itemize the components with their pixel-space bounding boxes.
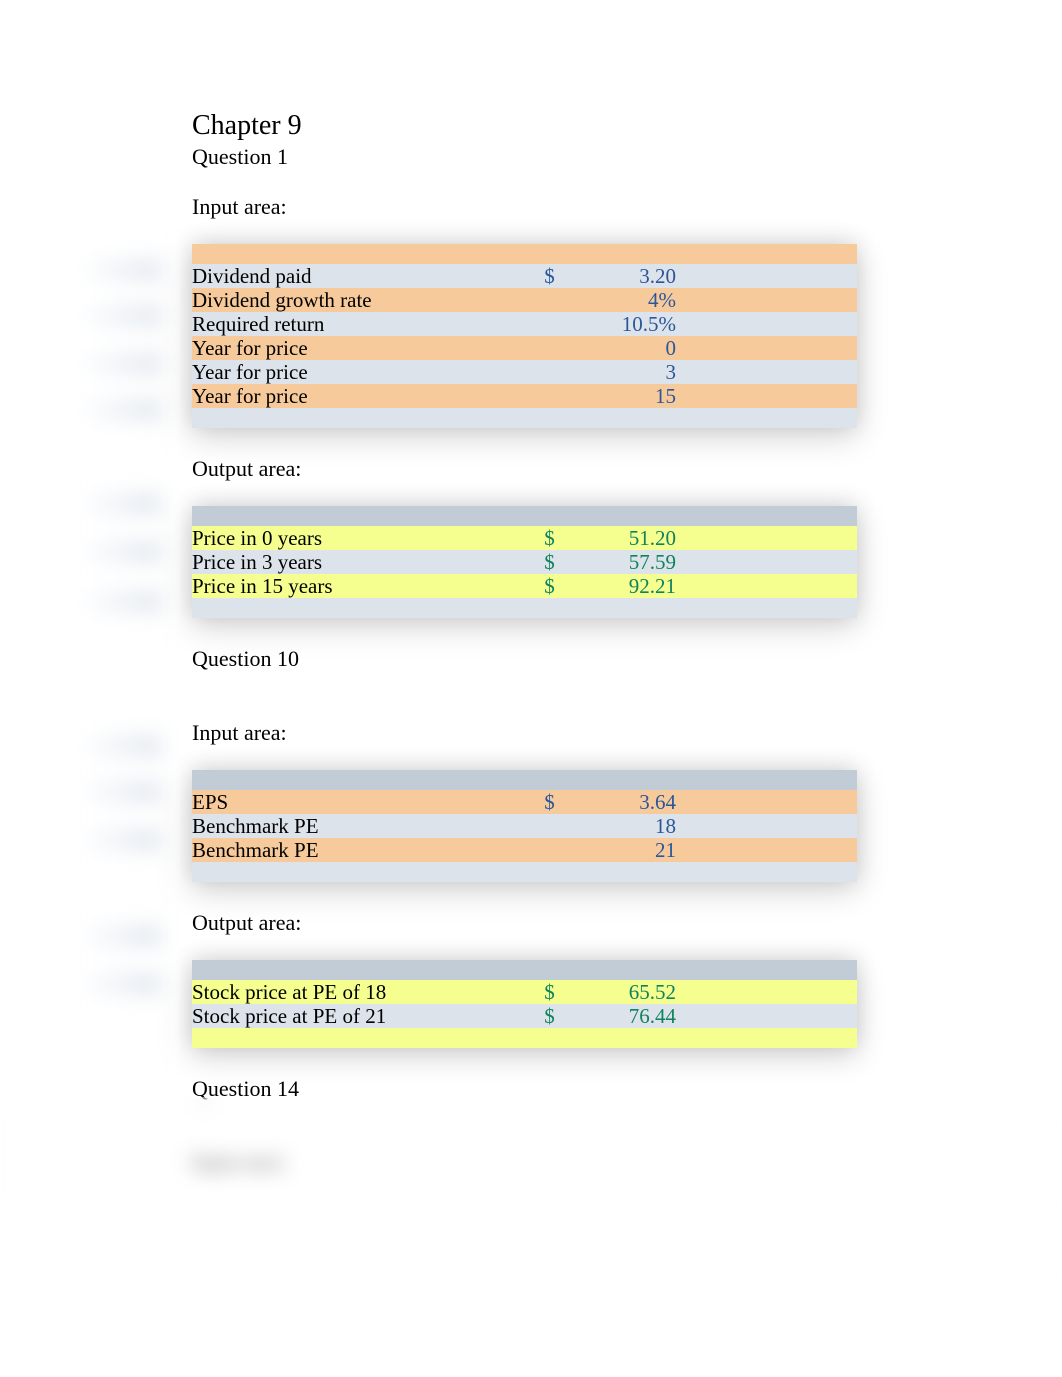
left-stub — [82, 734, 160, 780]
row-label: Required return — [192, 312, 537, 337]
left-stub — [82, 828, 160, 874]
table-blank-row — [192, 506, 857, 526]
row-label: Benchmark PE — [192, 838, 537, 863]
left-stub — [82, 780, 160, 826]
stub-rect — [82, 780, 160, 804]
row-value: 18 — [562, 814, 682, 839]
row-value: 0 — [562, 336, 682, 361]
q1-input-table: Dividend paid$3.20Dividend growth rate4%… — [192, 244, 857, 428]
row-value: 3 — [562, 360, 682, 385]
row-label: Price in 15 years — [192, 574, 537, 599]
table-blank-row — [192, 960, 857, 980]
stub-rect — [82, 352, 160, 376]
table-row: Price in 3 years$57.59 — [192, 550, 857, 574]
stub-rect — [82, 972, 160, 996]
left-stub — [82, 492, 160, 538]
row-label: Year for price — [192, 336, 537, 361]
output-area-label-1: Output area: — [192, 456, 830, 482]
table-row: Required return 10.5% — [192, 312, 857, 336]
row-value: 65.52 — [562, 980, 682, 1005]
row-label: Benchmark PE — [192, 814, 537, 839]
table-row: Dividend paid$3.20 — [192, 264, 857, 288]
table-row: Price in 15 years$92.21 — [192, 574, 857, 598]
row-value: 57.59 — [562, 550, 682, 575]
stub-rect — [82, 398, 160, 422]
table-blank-row — [192, 1028, 857, 1048]
left-stub — [82, 398, 160, 444]
row-value: 10.5% — [562, 312, 682, 337]
stub-rect — [82, 734, 160, 758]
left-stub — [82, 924, 160, 970]
question-10-title: Question 10 — [192, 646, 830, 672]
row-label: Year for price — [192, 360, 537, 385]
stub-rect — [82, 492, 160, 516]
table-blank-row — [192, 862, 857, 882]
row-value: 51.20 — [562, 526, 682, 551]
q10-input-table: EPS$3.64Benchmark PE18Benchmark PE21 — [192, 770, 857, 882]
row-currency: $ — [537, 550, 562, 575]
row-label: Stock price at PE of 18 — [192, 980, 537, 1005]
row-currency: $ — [537, 790, 562, 815]
stub-rect — [82, 258, 160, 282]
table-row: Year for price 15 — [192, 384, 857, 408]
stub-rect — [82, 924, 160, 948]
left-stub — [82, 352, 160, 398]
left-stub — [82, 304, 160, 350]
row-value: 76.44 — [562, 1004, 682, 1029]
row-value: 21 — [562, 838, 682, 863]
stub-rect — [82, 590, 160, 614]
question-1-title: Question 1 — [192, 144, 830, 170]
row-currency: $ — [537, 264, 562, 289]
input-area-label-1: Input area: — [192, 194, 830, 220]
left-stub — [82, 590, 160, 636]
table-row: Benchmark PE 21 — [192, 838, 857, 862]
row-label: Stock price at PE of 21 — [192, 1004, 537, 1029]
row-value: 4% — [562, 288, 682, 313]
q1-output-table: Price in 0 years$51.20Price in 3 years$5… — [192, 506, 857, 618]
row-currency: $ — [537, 526, 562, 551]
chapter-title: Chapter 9 — [192, 110, 830, 142]
row-currency: $ — [537, 980, 562, 1005]
left-stub — [82, 540, 160, 586]
stub-rect — [82, 304, 160, 328]
question-14-title: Question 14 — [192, 1076, 830, 1102]
q10-output-table: Stock price at PE of 18$65.52Stock price… — [192, 960, 857, 1048]
row-label: Year for price — [192, 384, 537, 409]
row-currency: $ — [537, 1004, 562, 1029]
table-row: Year for price 3 — [192, 360, 857, 384]
output-area-label-2: Output area: — [192, 910, 830, 936]
input-area-label-2: Input area: — [192, 720, 830, 746]
table-blank-row — [192, 408, 857, 428]
table-row: Price in 0 years$51.20 — [192, 526, 857, 550]
table-blank-row — [192, 244, 857, 264]
left-stub — [82, 258, 160, 304]
left-stub — [82, 972, 160, 1018]
table-row: Dividend growth rate 4% — [192, 288, 857, 312]
table-blank-row — [192, 598, 857, 618]
row-label: Price in 0 years — [192, 526, 537, 551]
stub-rect — [82, 828, 160, 852]
table-row: Stock price at PE of 21$76.44 — [192, 1004, 857, 1028]
table-row: EPS$3.64 — [192, 790, 857, 814]
row-value: 3.64 — [562, 790, 682, 815]
input-area-label-3: Input area: — [192, 1150, 830, 1176]
row-label: Dividend paid — [192, 264, 537, 289]
stub-rect — [82, 540, 160, 564]
row-value: 92.21 — [562, 574, 682, 599]
row-label: Price in 3 years — [192, 550, 537, 575]
row-label: EPS — [192, 790, 537, 815]
row-value: 15 — [562, 384, 682, 409]
table-row: Benchmark PE 18 — [192, 814, 857, 838]
table-blank-row — [192, 770, 857, 790]
table-row: Year for price 0 — [192, 336, 857, 360]
row-currency: $ — [537, 574, 562, 599]
row-value: 3.20 — [562, 264, 682, 289]
table-row: Stock price at PE of 18$65.52 — [192, 980, 857, 1004]
row-label: Dividend growth rate — [192, 288, 537, 313]
